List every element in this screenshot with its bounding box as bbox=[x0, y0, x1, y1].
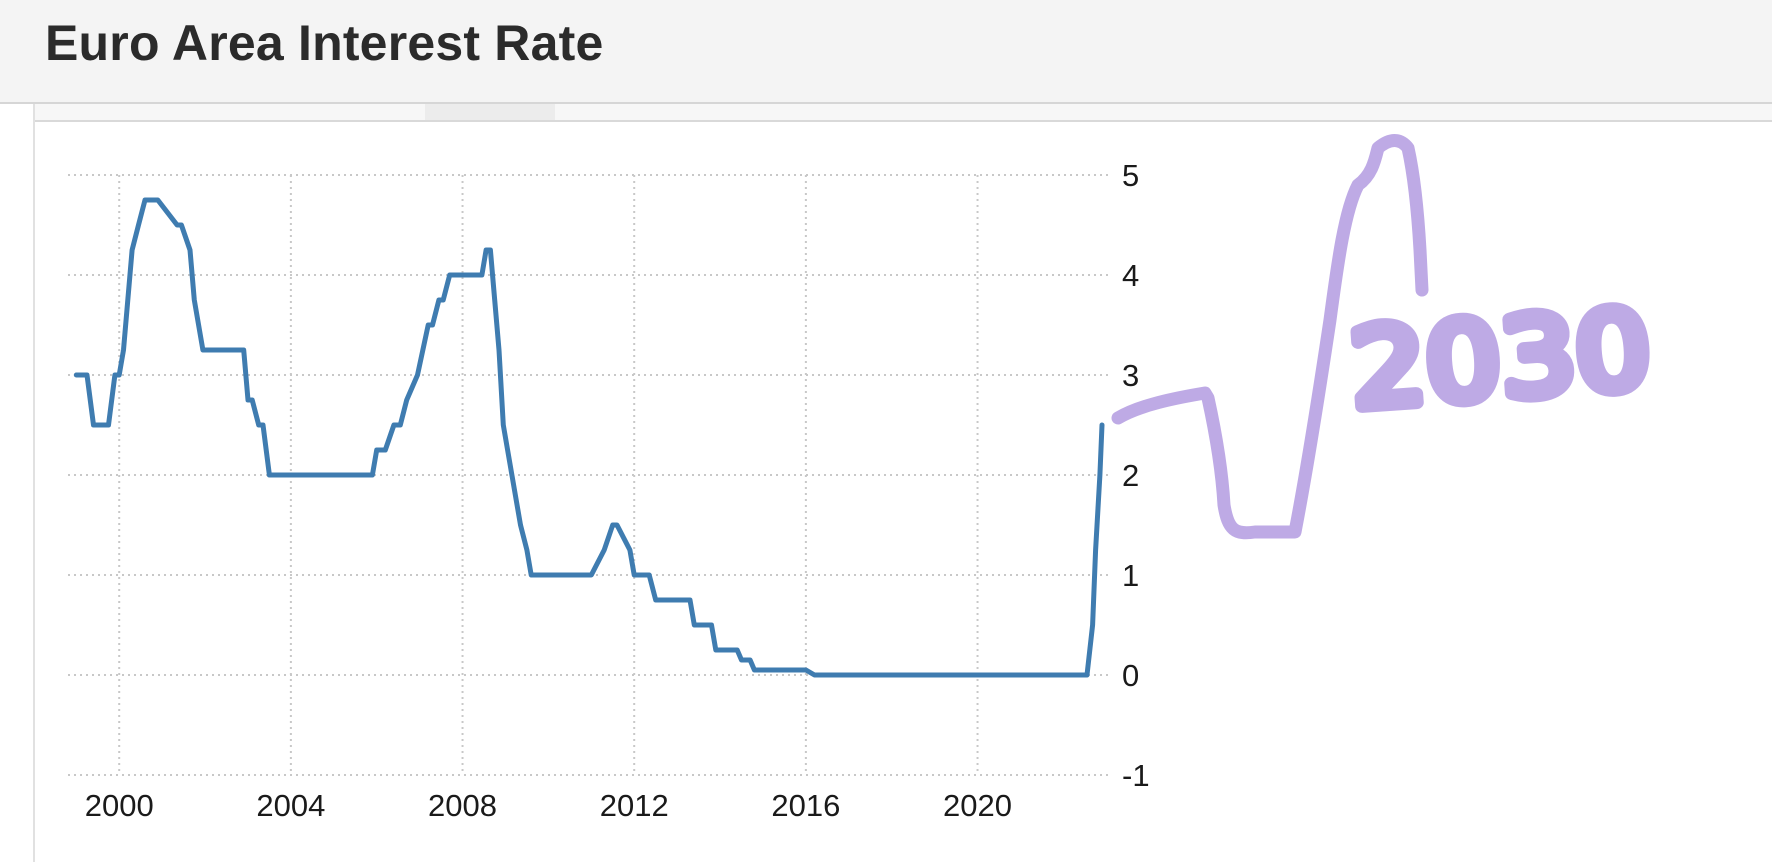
chart-tab[interactable] bbox=[425, 104, 555, 120]
annotation-label: 2030 bbox=[1347, 287, 1655, 433]
x-tick-label: 2020 bbox=[943, 788, 1012, 823]
chart-series bbox=[73, 197, 1105, 678]
page-title: Euro Area Interest Rate bbox=[45, 15, 604, 71]
y-tick-label: 1 bbox=[1122, 558, 1139, 593]
x-tick-label: 2012 bbox=[600, 788, 669, 823]
handwritten-forecast-stroke bbox=[1111, 134, 1429, 540]
x-tick-label: 2004 bbox=[256, 788, 325, 823]
x-tick-label: 2000 bbox=[85, 788, 154, 823]
y-tick-label: -1 bbox=[1122, 758, 1150, 793]
y-tick-label: 0 bbox=[1122, 658, 1139, 693]
x-tick-label: 2008 bbox=[428, 788, 497, 823]
y-tick-label: 3 bbox=[1122, 358, 1139, 393]
x-tick-label: 2016 bbox=[771, 788, 840, 823]
y-tick-label: 4 bbox=[1122, 258, 1139, 293]
chart-tab-strip bbox=[35, 104, 1772, 122]
y-tick-label: 2 bbox=[1122, 458, 1139, 493]
y-tick-label: 5 bbox=[1122, 158, 1139, 193]
chart-panel bbox=[33, 104, 1772, 862]
interest-rate-line bbox=[73, 197, 1105, 678]
chart-grid bbox=[68, 174, 1108, 776]
page-header: Euro Area Interest Rate bbox=[0, 0, 1772, 104]
chart-tick-labels: -1 0 1 2 3 4 5 2000 2004 2008 2012 2016 2020 bbox=[85, 158, 1150, 823]
handwritten-annotation: 2030 bbox=[1111, 134, 1661, 540]
